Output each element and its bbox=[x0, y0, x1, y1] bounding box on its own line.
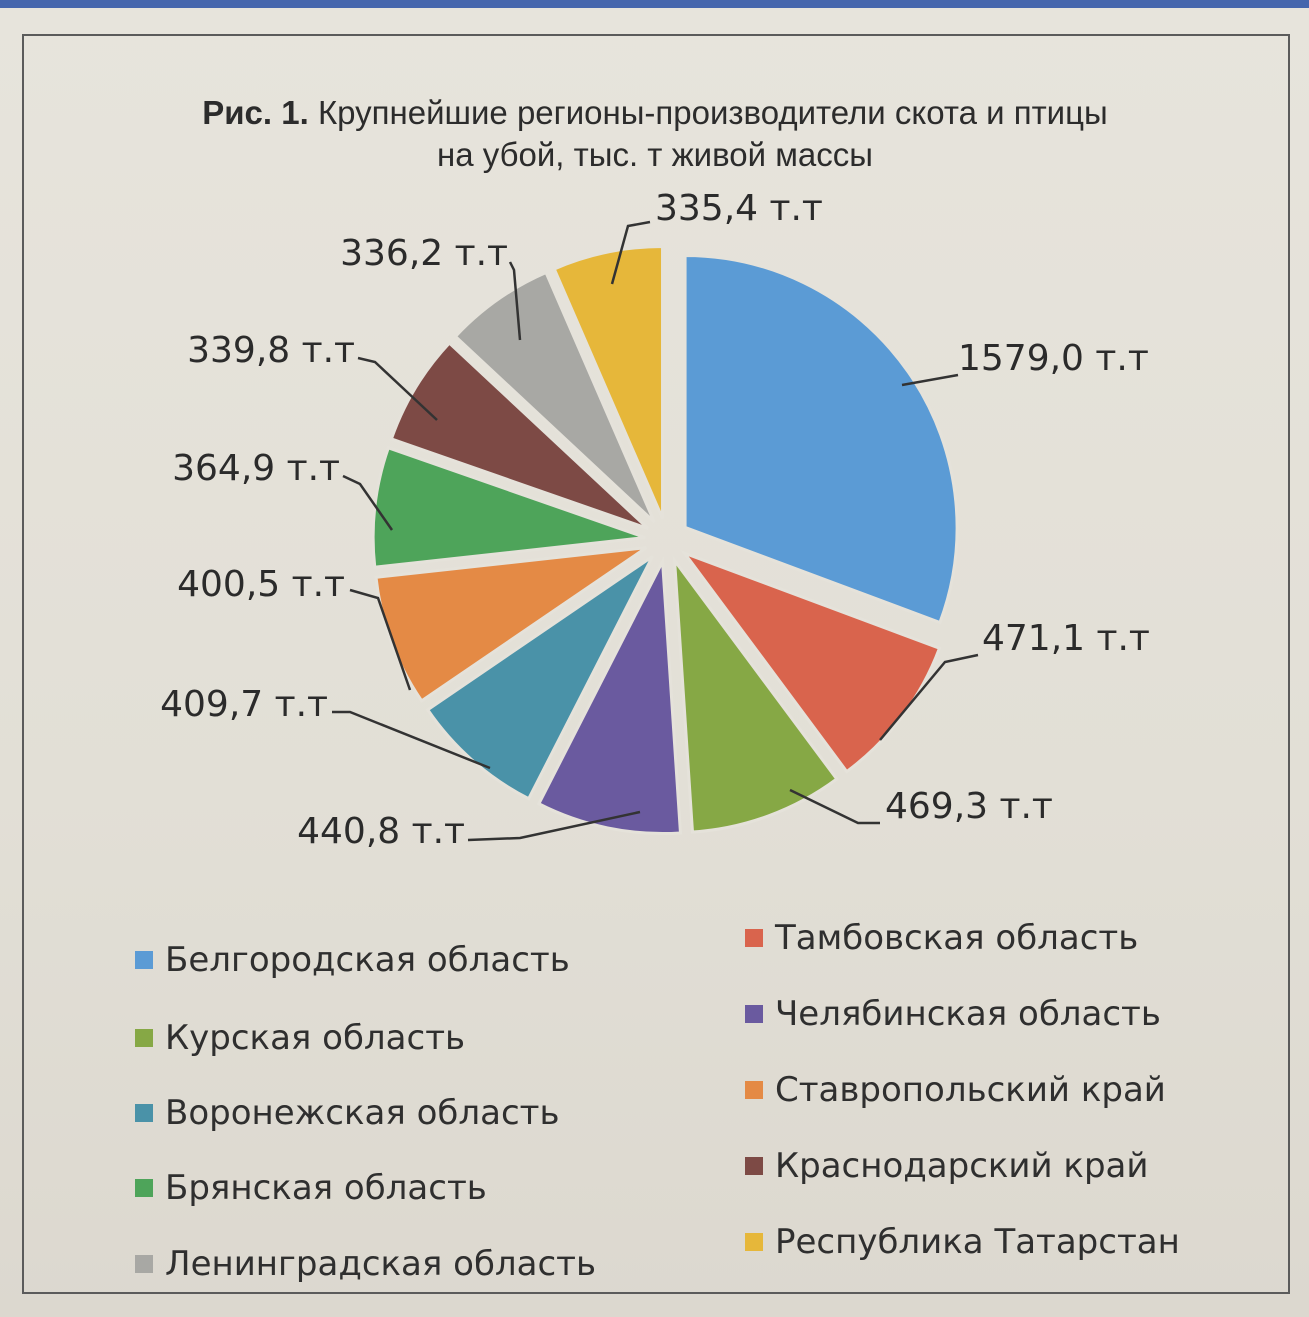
data-label: 471,1 т.т bbox=[982, 618, 1150, 659]
data-label: 400,5 т.т bbox=[177, 564, 345, 605]
legend-label: Челябинская область bbox=[775, 994, 1161, 1034]
data-label: 469,3 т.т bbox=[885, 786, 1053, 827]
title-line-2: на убой, тыс. т живой массы bbox=[437, 136, 873, 173]
legend-label: Брянская область bbox=[165, 1168, 487, 1208]
data-label: 336,2 т.т bbox=[340, 233, 508, 274]
legend-label: Воронежская область bbox=[165, 1093, 560, 1133]
legend-label: Ленинградская область bbox=[165, 1244, 597, 1284]
legend-label: Курская область bbox=[165, 1018, 466, 1058]
legend-item: Брянская область bbox=[135, 1168, 487, 1208]
leader-line bbox=[879, 653, 979, 741]
legend-item: Республика Татарстан bbox=[745, 1222, 1180, 1262]
legend-item: Ленинградская область bbox=[135, 1244, 596, 1284]
legend-swatch bbox=[745, 929, 763, 947]
leader-line bbox=[508, 261, 522, 341]
leader-line bbox=[349, 588, 412, 691]
leader-line bbox=[357, 356, 438, 421]
pie-slice bbox=[389, 340, 650, 531]
legend-swatch bbox=[135, 1029, 153, 1047]
chart-title: Рис. 1. Крупнейшие регионы-производители… bbox=[60, 92, 1250, 176]
leader-line bbox=[342, 474, 394, 531]
legend-item: Белгородская область bbox=[135, 940, 570, 980]
legend-swatch bbox=[745, 1005, 763, 1023]
data-label: 409,7 т.т bbox=[160, 684, 328, 725]
pie-slice bbox=[536, 556, 683, 836]
figure-frame bbox=[22, 34, 1290, 1294]
data-label: 339,8 т.т bbox=[187, 330, 355, 371]
leader-line bbox=[610, 220, 651, 285]
pie-slice bbox=[680, 550, 942, 774]
legend-item: Челябинская область bbox=[745, 994, 1161, 1034]
pie-slice bbox=[374, 546, 648, 703]
figure-number: Рис. 1. bbox=[202, 94, 309, 131]
data-label: 440,8 т.т bbox=[297, 811, 465, 852]
legend-swatch bbox=[135, 1255, 153, 1273]
legend-swatch bbox=[135, 951, 153, 969]
legend-item: Воронежская область bbox=[135, 1093, 560, 1133]
legend-item: Краснодарский край bbox=[745, 1146, 1149, 1186]
leader-line bbox=[901, 373, 959, 387]
data-label: 335,4 т.т bbox=[655, 188, 823, 229]
legend-swatch bbox=[745, 1233, 763, 1251]
top-color-strip bbox=[0, 0, 1309, 8]
legend-label: Краснодарский край bbox=[775, 1146, 1149, 1186]
legend-item: Тамбовская область bbox=[745, 918, 1138, 958]
pie-slice bbox=[552, 244, 665, 520]
title-line-1: Крупнейшие регионы-производители скота и… bbox=[317, 94, 1108, 131]
data-label: 364,9 т.т bbox=[172, 448, 340, 489]
legend-label: Ставропольский край bbox=[775, 1070, 1166, 1110]
legend-item: Курская область bbox=[135, 1018, 465, 1058]
leader-line bbox=[332, 710, 491, 770]
pie-slice bbox=[672, 555, 839, 834]
leader-line bbox=[467, 810, 641, 842]
pie-slice bbox=[683, 253, 959, 625]
pie-slice bbox=[453, 270, 656, 524]
legend-label: Тамбовская область bbox=[775, 918, 1139, 958]
legend-item: Ставропольский край bbox=[745, 1070, 1166, 1110]
leader-line bbox=[789, 788, 880, 825]
legend-swatch bbox=[745, 1081, 763, 1099]
legend-swatch bbox=[745, 1157, 763, 1175]
legend-label: Белгородская область bbox=[165, 940, 570, 980]
legend-swatch bbox=[135, 1179, 153, 1197]
data-label: 1579,0 т.т bbox=[958, 338, 1149, 379]
legend-swatch bbox=[135, 1104, 153, 1122]
legend-label: Республика Татарстан bbox=[775, 1222, 1180, 1262]
